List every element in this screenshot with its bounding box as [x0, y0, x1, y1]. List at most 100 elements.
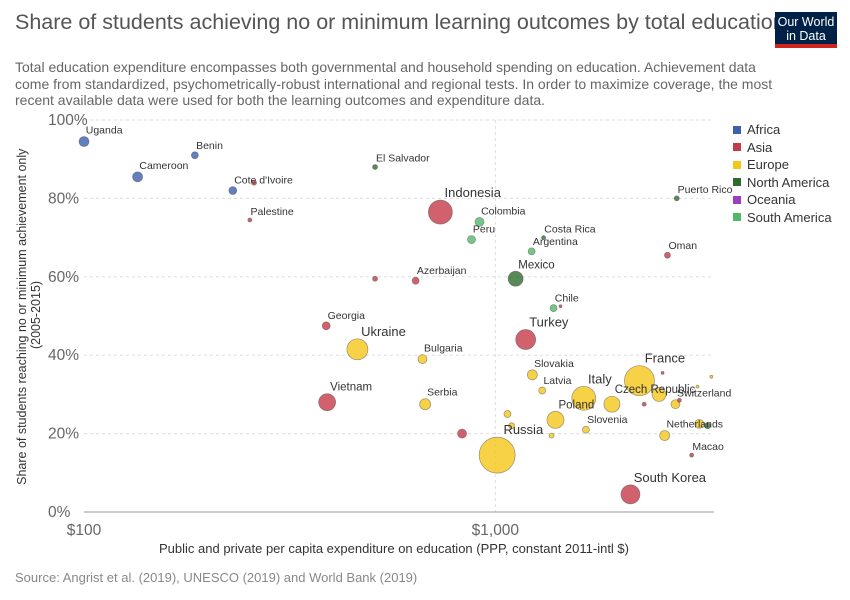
point-label-vietnam: Vietnam: [330, 382, 372, 394]
data-point-italy[interactable]: [571, 385, 597, 411]
legend-item-oceania[interactable]: Oceania: [733, 191, 832, 209]
chart-title: Share of students achieving no or minimu…: [15, 10, 775, 34]
y-tick-label: 60%: [48, 269, 79, 286]
y-tick-label: 0%: [48, 504, 71, 521]
data-point[interactable]: [641, 401, 647, 407]
point-label-argentina: Argentina: [533, 236, 578, 248]
data-point-el-salvador[interactable]: [372, 164, 378, 170]
data-point-cote-d-ivoire[interactable]: [228, 186, 238, 195]
subtitle-line: come from standardized, psychometrically…: [15, 75, 773, 92]
point-label-poland: Poland: [558, 399, 594, 411]
data-point[interactable]: [695, 384, 700, 389]
data-point[interactable]: [548, 432, 555, 439]
legend-item-europe[interactable]: Europe: [733, 156, 832, 174]
data-point-ukraine[interactable]: [346, 338, 369, 361]
legend-label: Asia: [747, 139, 773, 155]
data-point-argentina[interactable]: [527, 247, 536, 256]
point-label-macao: Macao: [692, 441, 724, 453]
legend-label: Africa: [747, 122, 781, 138]
legend-label: Europe: [747, 157, 789, 173]
data-point-bulgaria[interactable]: [417, 354, 428, 364]
point-label-turkey: Turkey: [529, 315, 569, 330]
data-point-uganda[interactable]: [78, 136, 90, 147]
data-point-slovakia[interactable]: [527, 369, 538, 381]
point-label-slovenia: Slovenia: [587, 414, 627, 426]
data-point-palestine[interactable]: [247, 217, 253, 223]
data-point-costa-rica[interactable]: [541, 235, 546, 240]
data-point-latvia[interactable]: [538, 386, 547, 395]
data-point-france[interactable]: [624, 365, 655, 397]
legend-swatch: [733, 125, 741, 134]
data-point[interactable]: [676, 397, 682, 403]
data-point-indonesia[interactable]: [428, 199, 453, 225]
data-point-puerto-rico[interactable]: [673, 195, 680, 202]
point-label-benin: Benin: [196, 140, 223, 152]
legend-item-africa[interactable]: Africa: [733, 121, 832, 139]
legend-swatch: [733, 213, 741, 222]
data-point[interactable]: [709, 374, 714, 379]
y-axis-title: Share of students reaching no or minimum…: [15, 145, 43, 485]
data-point-slovenia[interactable]: [582, 425, 590, 434]
data-point[interactable]: [651, 387, 667, 402]
data-point-mexico[interactable]: [507, 270, 524, 287]
axes: 0% 20% 40% 60% 80% 100% $100 $1,000: [48, 112, 714, 539]
our-world-in-data-logo[interactable]: Our World in Data: [775, 12, 837, 48]
data-point-cameroon[interactable]: [132, 171, 143, 183]
point-label-slovakia: Slovakia: [534, 358, 574, 370]
data-point-serbia[interactable]: [419, 398, 431, 411]
data-point-turkey[interactable]: [515, 329, 537, 350]
y-axis-title-line: Share of students reaching no or minimum…: [15, 148, 29, 485]
data-point-netherlands[interactable]: [659, 430, 671, 441]
y-tick-label: 40%: [48, 347, 79, 364]
data-point-georgia[interactable]: [321, 321, 331, 331]
legend-label: South America: [747, 209, 832, 225]
point-label-georgia: Georgia: [328, 310, 366, 322]
data-point-vietnam[interactable]: [318, 393, 336, 412]
data-point[interactable]: [694, 418, 705, 429]
legend-item-south-america[interactable]: South America: [733, 209, 832, 227]
data-point-russia[interactable]: [478, 436, 516, 474]
data-point-south-korea[interactable]: [620, 484, 641, 505]
legend-swatch: [733, 195, 741, 204]
x-tick-label: $1,000: [472, 522, 520, 539]
point-label-switzerland: Switzerland: [677, 388, 731, 400]
point-label-czech-republic: Czech Republic: [615, 384, 696, 396]
point-label-bulgaria: Bulgaria: [424, 343, 463, 355]
point-label-south-korea: South Korea: [634, 470, 707, 485]
legend-item-north-america[interactable]: North America: [733, 174, 832, 192]
point-label-italy: Italy: [588, 371, 612, 386]
legend-swatch: [733, 143, 741, 152]
data-point-oman[interactable]: [664, 251, 671, 259]
data-point[interactable]: [704, 422, 711, 430]
data-point[interactable]: [660, 370, 665, 375]
point-label-costa-rica: Costa Rica: [544, 224, 596, 236]
data-point-colombia[interactable]: [474, 217, 485, 227]
y-tick-label: 20%: [48, 426, 79, 443]
legend-swatch: [733, 178, 741, 187]
point-label-cote-d-ivoire: Cote d'Ivoire: [234, 175, 293, 187]
data-point[interactable]: [372, 275, 378, 282]
data-point-azerbaijan[interactable]: [411, 276, 420, 285]
data-point-poland[interactable]: [546, 411, 565, 429]
data-point[interactable]: [508, 422, 515, 430]
point-label-uganda: Uganda: [86, 125, 123, 137]
data-point-czech-republic[interactable]: [603, 395, 621, 413]
data-point-benin[interactable]: [191, 151, 199, 160]
data-point[interactable]: [558, 304, 563, 309]
data-point[interactable]: [251, 179, 257, 186]
point-label-ukraine: Ukraine: [361, 324, 406, 339]
legend-label: Oceania: [747, 192, 796, 208]
data-point[interactable]: [457, 428, 467, 439]
point-label-netherlands: Netherlands: [666, 419, 723, 431]
point-label-russia: Russia: [503, 422, 544, 437]
data-point-peru[interactable]: [467, 235, 476, 244]
data-point[interactable]: [503, 410, 512, 418]
legend-item-asia[interactable]: Asia: [733, 139, 832, 157]
data-point-chile[interactable]: [549, 304, 558, 313]
point-label-palestine: Palestine: [251, 206, 294, 218]
point-label-puerto-rico: Puerto Rico: [678, 184, 733, 196]
point-label-latvia: Latvia: [543, 375, 571, 387]
data-points: [78, 136, 714, 505]
data-point-macao[interactable]: [689, 452, 694, 458]
